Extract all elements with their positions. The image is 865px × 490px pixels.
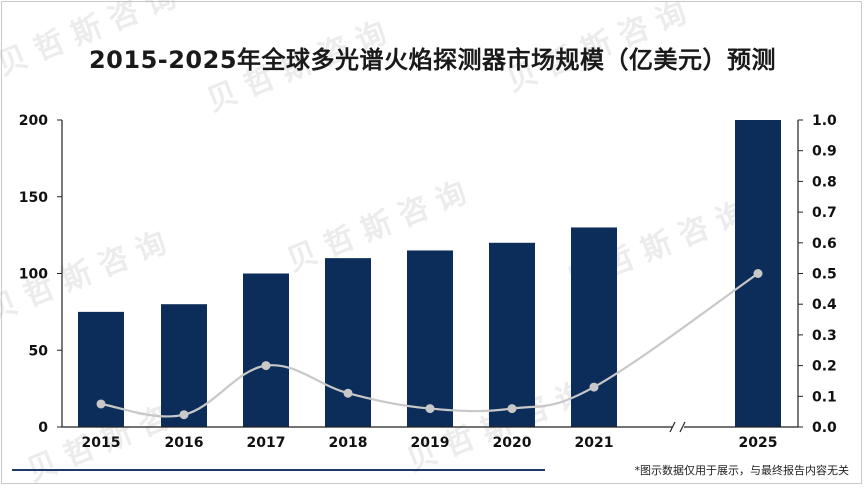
x-tick-label: 2016 (165, 435, 204, 451)
y-tick-label-right: 0.1 (812, 389, 837, 405)
x-tick-label: 2021 (575, 435, 614, 451)
y-tick-label-right: 0.9 (812, 144, 837, 160)
x-tick-label: 2018 (329, 435, 368, 451)
y-tick-label-right: 0.2 (812, 359, 837, 375)
x-tick-label: 2015 (82, 435, 121, 451)
y-tick-label-left: 100 (19, 267, 48, 283)
growth-point-2021 (589, 382, 599, 392)
growth-point-2015 (96, 399, 106, 409)
chart-title: 2015-2025年全球多光谱火焰探测器市场规模（亿美元）预测 (88, 46, 777, 74)
y-tick-label-right: 0.8 (812, 174, 837, 190)
growth-rate-line (100, 272, 759, 418)
footnote: *图示数据仅用于展示，与最终报告内容无关 (634, 464, 850, 477)
x-tick-label: 2019 (411, 435, 450, 451)
y-tick-label-right: 0.5 (812, 267, 837, 283)
growth-point-2019 (425, 404, 435, 414)
y-tick-label-left: 200 (19, 113, 48, 129)
y-tick-label-left: 0 (38, 420, 48, 436)
y-tick-label-left: 50 (29, 343, 49, 359)
growth-point-2018 (343, 388, 353, 398)
bar-2019 (407, 250, 453, 427)
footer-divider (12, 469, 545, 471)
y-tick-label-right: 0.3 (812, 328, 837, 344)
growth-point-2025 (753, 269, 763, 278)
x-tick-label: 2020 (493, 435, 532, 451)
growth-point-2016 (179, 410, 189, 420)
y-tick-label-right: 0.6 (812, 236, 837, 252)
axis-break-mark (679, 421, 686, 433)
x-tick-label: 2017 (247, 435, 286, 451)
y-tick-label-left: 150 (19, 190, 48, 206)
bar-2016 (161, 304, 207, 427)
y-tick-label-right: 1.0 (812, 113, 837, 129)
growth-point-2020 (507, 404, 517, 414)
bar-2018 (325, 258, 371, 427)
bar-2021 (571, 227, 617, 427)
axis-break-mark (669, 421, 676, 433)
y-tick-label-right: 0.4 (812, 297, 837, 313)
y-tick-label-right: 0.0 (812, 420, 837, 436)
y-tick-label-right: 0.7 (812, 205, 837, 221)
bar-2017 (243, 273, 289, 427)
growth-point-2017 (261, 361, 271, 371)
bar-2015 (78, 311, 124, 427)
bar-2020 (489, 242, 535, 427)
x-tick-label: 2025 (739, 435, 778, 451)
